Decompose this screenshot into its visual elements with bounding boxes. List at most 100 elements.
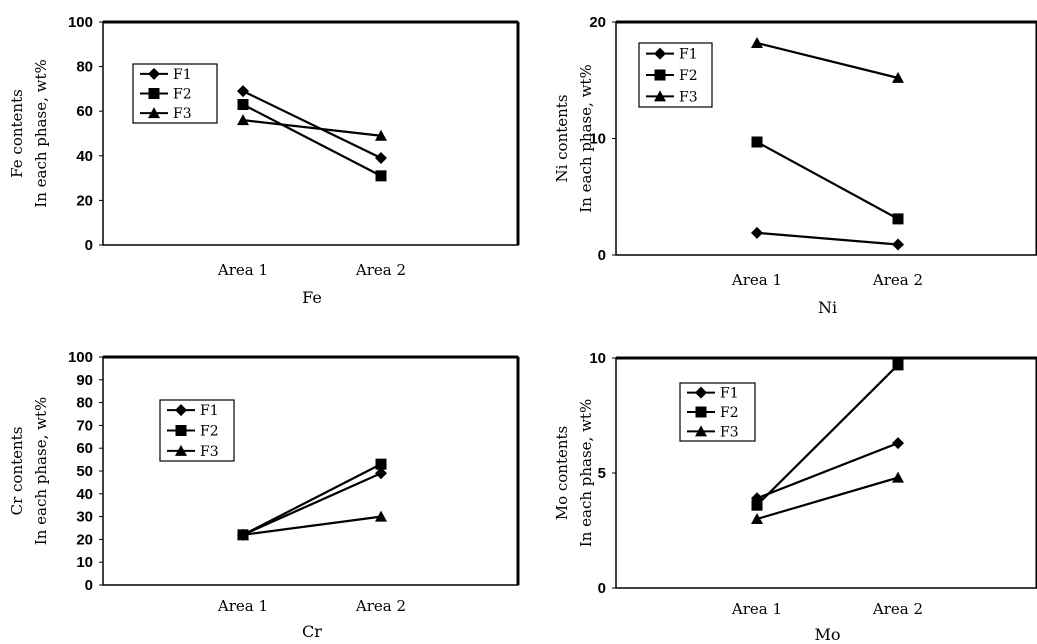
y-axis-title: In each phase, wt% (577, 399, 595, 547)
y-tick-label: 100 (68, 349, 93, 366)
x-tick-label: Area 1 (217, 597, 268, 615)
series-line-f2 (756, 364, 899, 506)
y-tick-label: 10 (589, 131, 606, 148)
data-point-f3 (375, 510, 387, 522)
data-point-f3 (892, 471, 904, 483)
y-tick-label: 90 (76, 372, 93, 389)
data-point-f2 (892, 213, 904, 225)
data-point-f3 (751, 513, 763, 524)
chart-panel-fe: 0 20 40 60 80 100 Fe contents In each phase, wt… (8, 14, 520, 307)
y-axis-title: Mo contents (553, 426, 571, 521)
legend-marker-f3 (148, 107, 160, 119)
series-line-f2 (756, 141, 899, 220)
y-tick-label: 0 (85, 577, 93, 594)
legend-label-f3: F3 (173, 106, 192, 122)
y-tick-label: 30 (76, 509, 93, 526)
plot-area (615, 357, 1037, 589)
y-tick-label: 50 (76, 463, 93, 480)
legend-label-f1: F1 (720, 386, 739, 402)
x-axis-title: Cr (302, 622, 322, 641)
legend: F1 F2 F3 (638, 42, 713, 108)
x-tick-label: Area 2 (355, 261, 406, 279)
data-point-f2 (375, 458, 387, 470)
series-line-f3 (756, 476, 899, 521)
y-tick-label: 5 (598, 465, 606, 482)
series-line-f1 (242, 472, 382, 536)
legend: F1 F2 F3 (159, 399, 235, 462)
legend-marker-f3 (175, 444, 187, 456)
y-tick-label: 80 (76, 395, 93, 412)
data-point-f3 (751, 36, 763, 48)
x-tick-label: Area 2 (872, 600, 923, 618)
legend-marker-f1 (175, 404, 187, 417)
x-tick-label: Area 2 (872, 271, 923, 289)
y-tick-label: 40 (76, 148, 93, 165)
y-tick-label: 20 (76, 531, 93, 548)
y-tick-label: 20 (589, 14, 606, 31)
y-axis-title: Ni contents (553, 94, 571, 182)
x-tick-label: Area 2 (355, 597, 406, 615)
y-tick-label: 100 (68, 14, 93, 31)
y-axis-title: In each phase, wt% (32, 397, 50, 545)
legend-label-f1: F1 (200, 403, 219, 419)
y-tick-label: 10 (589, 350, 606, 367)
series-line-f3 (242, 119, 382, 137)
data-point-f3 (237, 528, 249, 540)
legend-label-f3: F3 (720, 424, 739, 440)
chart-panel-cr: 0 10 20 30 40 50 60 70 80 90 100 Cr contents In each… (8, 349, 520, 641)
data-point-f1 (751, 226, 763, 239)
y-axis-title: In each phase, wt% (32, 59, 50, 207)
data-point-f3 (892, 71, 904, 83)
x-tick-label: Area 1 (731, 600, 782, 618)
series-line-f2 (242, 103, 382, 177)
legend: F1 F2 F3 (132, 63, 218, 124)
legend-marker-f2 (695, 406, 707, 418)
y-axis-title: In each phase, wt% (577, 64, 595, 212)
y-axis-title: Cr contents (8, 427, 26, 516)
y-tick-label: 0 (598, 247, 606, 264)
chart-panel-ni: 0 10 20 Ni contents In each phase, wt% Area 1… (553, 14, 1037, 317)
y-tick-label: 80 (76, 59, 93, 76)
data-point-f2 (892, 359, 904, 371)
y-tick-label: 20 (76, 192, 93, 209)
series-line-f3 (242, 515, 382, 536)
legend-marker-f2 (148, 88, 160, 99)
x-tick-label: Area 1 (731, 271, 782, 289)
x-axis-title: Ni (818, 298, 837, 317)
data-point-f2 (375, 170, 387, 182)
chart-panel-mo: 0 5 10 Mo contents In each phase, wt% Area 1 A… (553, 350, 1037, 644)
plot-area (102, 356, 519, 586)
legend-marker-f3 (654, 90, 666, 102)
x-axis-title: Fe (302, 288, 322, 307)
data-point-f3 (375, 129, 387, 141)
y-tick-label: 60 (76, 103, 93, 120)
legend-label-f2: F2 (720, 405, 739, 421)
legend-marker-f1 (695, 386, 707, 399)
y-tick-label: 40 (76, 486, 93, 503)
x-tick-label: Area 1 (217, 261, 268, 279)
legend-marker-f2 (175, 425, 187, 436)
legend-marker-f3 (695, 425, 707, 437)
y-tick-label: 0 (598, 580, 606, 597)
data-point-f2 (237, 99, 249, 111)
data-point-f2 (751, 499, 763, 511)
series-line-f1 (756, 442, 899, 500)
series-line-f2 (242, 463, 382, 536)
legend-label-f2: F2 (200, 424, 219, 440)
data-point-f1 (892, 437, 904, 450)
legend-label-f1: F1 (679, 47, 698, 63)
legend-label-f1: F1 (173, 67, 192, 83)
legend-label-f3: F3 (679, 89, 698, 105)
data-point-f1 (375, 467, 387, 480)
legend-marker-f1 (148, 67, 160, 80)
data-point-f2 (751, 136, 763, 148)
y-tick-label: 60 (76, 440, 93, 457)
plot-area (102, 21, 519, 246)
legend-label-f2: F2 (679, 68, 698, 84)
x-axis-title: Mo (814, 625, 840, 644)
legend-marker-f2 (654, 69, 666, 81)
series-line-f3 (756, 41, 899, 79)
y-axis-title: Fe contents (8, 89, 26, 178)
legend-label-f2: F2 (173, 87, 192, 103)
